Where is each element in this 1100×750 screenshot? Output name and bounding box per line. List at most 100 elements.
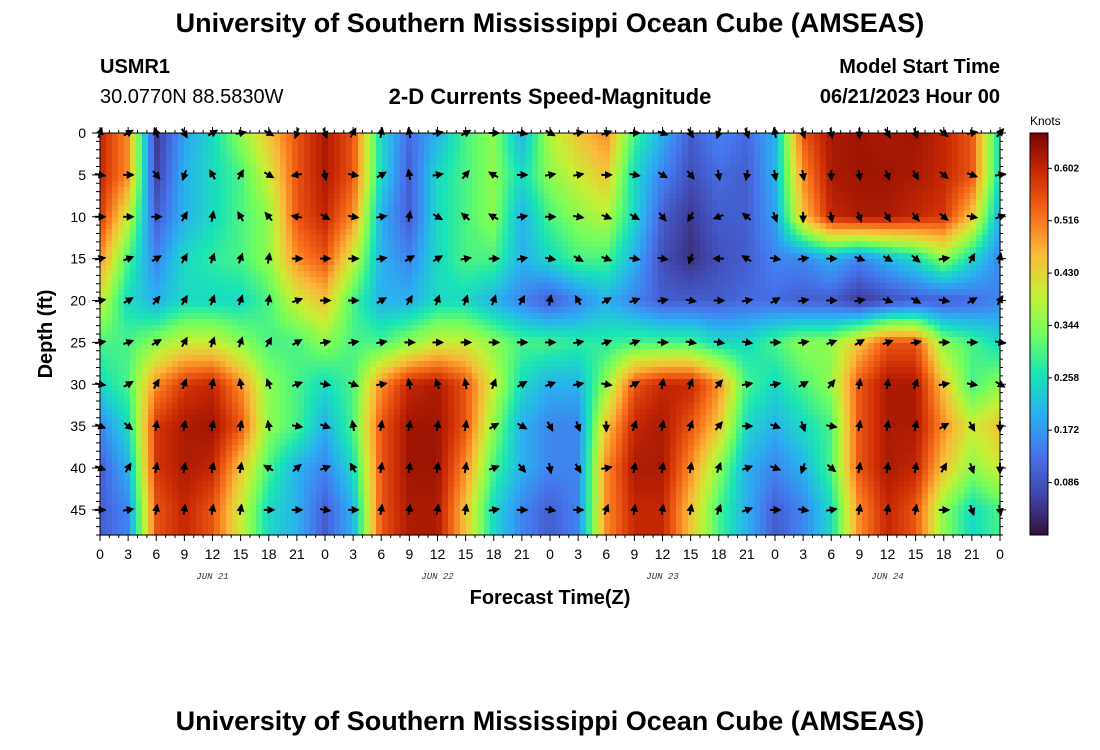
heatmap-cell [196,259,203,266]
heatmap-cell [244,217,251,224]
heatmap-cell [682,175,689,182]
heatmap-cell [106,307,113,314]
heatmap-cell [292,187,299,194]
heatmap-cell [154,313,161,320]
heatmap-cell [148,235,155,242]
heatmap-cell [142,211,149,218]
heatmap-cell [700,283,707,290]
heatmap-cell [922,313,929,320]
heatmap-cell [826,289,833,296]
heatmap-cell [562,235,569,242]
heatmap-cell [976,205,983,212]
heatmap-cell [820,187,827,194]
heatmap-cell [814,145,821,152]
heatmap-cell [730,145,737,152]
heatmap-cell [220,271,227,278]
heatmap-cell [706,175,713,182]
heatmap-cell [982,253,989,260]
heatmap-cell [628,319,635,326]
heatmap-cell [610,277,617,284]
heatmap-cell [220,193,227,200]
heatmap-cell [172,169,179,176]
heatmap-cell [988,223,995,230]
heatmap-cell [946,235,953,242]
heatmap-cell [130,235,137,242]
heatmap-cell [958,139,965,146]
heatmap-cell [796,199,803,206]
heatmap-cell [364,301,371,308]
heatmap-cell [370,211,377,218]
heatmap-cell [412,151,419,158]
heatmap-cell [874,259,881,266]
heatmap-cell [982,241,989,248]
heatmap-cell [574,235,581,242]
heatmap-cell [154,217,161,224]
heatmap-cell [634,313,641,320]
heatmap-cell [484,265,491,272]
heatmap-cell [892,325,899,332]
heatmap-cell [724,235,731,242]
heatmap-cell [232,313,239,320]
heatmap-cell [448,253,455,260]
heatmap-cell [658,133,665,140]
heatmap-cell [268,325,275,332]
heatmap-cell [772,139,779,146]
heatmap-cell [688,313,695,320]
heatmap-cell [652,181,659,188]
heatmap-cell [130,247,137,254]
heatmap-cell [706,325,713,332]
heatmap-cell [946,265,953,272]
heatmap-cell [496,205,503,212]
heatmap-cell [412,139,419,146]
heatmap-cell [982,247,989,254]
heatmap-cell [178,277,185,284]
heatmap-cell [148,319,155,326]
heatmap-cell [646,247,653,254]
heatmap-cell [202,253,209,260]
heatmap-cell [316,187,323,194]
heatmap-cell [904,229,911,236]
heatmap-cell [220,229,227,236]
heatmap-cell [988,199,995,206]
heatmap-cell [244,163,251,170]
heatmap-cell [460,307,467,314]
heatmap-cell [244,271,251,278]
heatmap-cell [424,247,431,254]
heatmap-cell [910,223,917,230]
heatmap-cell [106,325,113,332]
heatmap-cell [178,205,185,212]
heatmap-cell [712,307,719,314]
heatmap-cell [484,193,491,200]
heatmap-cell [334,205,341,212]
heatmap-cell [376,289,383,296]
heatmap-cell [442,241,449,248]
heatmap-cell [976,271,983,278]
heatmap-cell [346,229,353,236]
heatmap-cell [226,145,233,152]
heatmap-cell [772,181,779,188]
heatmap-cell [508,163,515,170]
heatmap-cell [532,193,539,200]
heatmap-cell [934,211,941,218]
heatmap-cell [214,181,221,188]
heatmap-cell [214,253,221,260]
heatmap-cell [520,205,527,212]
heatmap-cell [364,199,371,206]
heatmap-cell [556,271,563,278]
heatmap-cell [922,151,929,158]
heatmap-cell [586,139,593,146]
heatmap-cell [136,253,143,260]
heatmap-cell [334,295,341,302]
heatmap-cell [760,193,767,200]
heatmap-cell [592,295,599,302]
heatmap-cell [196,331,203,338]
heatmap-cell [376,313,383,320]
heatmap-cell [304,295,311,302]
heatmap-cell [424,235,431,242]
heatmap-cell [262,325,269,332]
heatmap-cell [220,307,227,314]
heatmap-cell [124,247,131,254]
heatmap-cell [568,241,575,248]
heatmap-cell [184,277,191,284]
heatmap-cell [286,289,293,296]
